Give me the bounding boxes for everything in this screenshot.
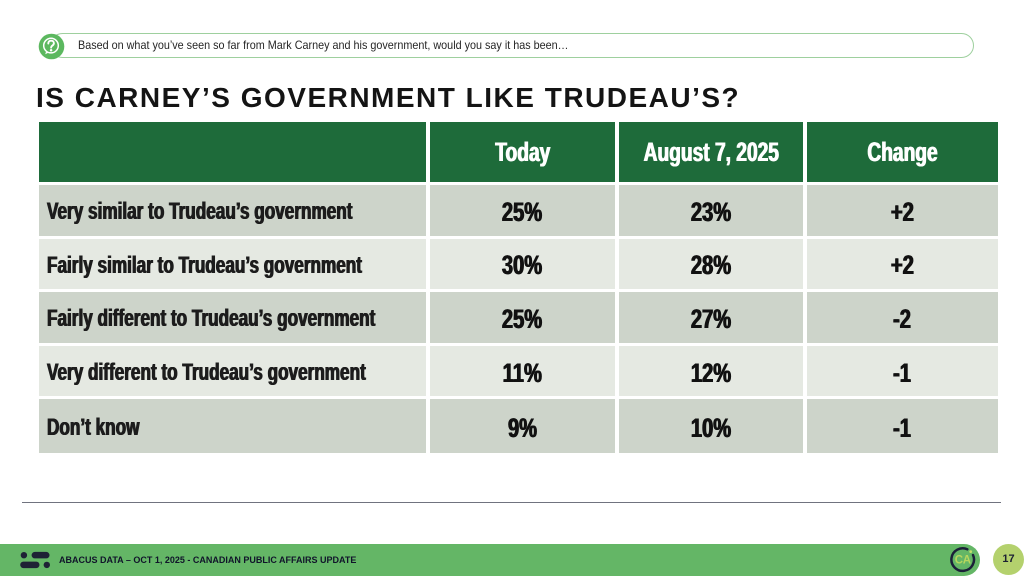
svg-text:CA: CA [955,554,971,566]
